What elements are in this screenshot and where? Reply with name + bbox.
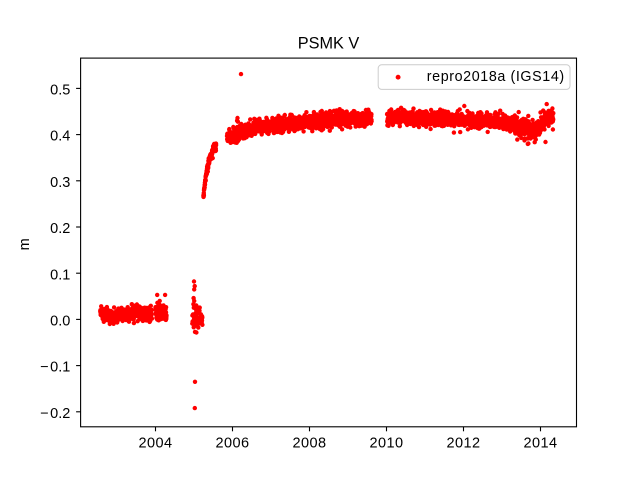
svg-text:2004: 2004 bbox=[138, 435, 172, 451]
svg-text:2012: 2012 bbox=[446, 435, 480, 451]
svg-text:2014: 2014 bbox=[523, 435, 557, 451]
svg-text:0.3: 0.3 bbox=[50, 175, 70, 191]
svg-text:m: m bbox=[17, 238, 33, 250]
svg-text:0.0: 0.0 bbox=[50, 314, 70, 330]
svg-text:2010: 2010 bbox=[369, 435, 403, 451]
svg-text:0.1: 0.1 bbox=[50, 267, 70, 283]
svg-text:−0.1: −0.1 bbox=[40, 360, 70, 376]
svg-text:2008: 2008 bbox=[292, 435, 326, 451]
svg-text:2006: 2006 bbox=[215, 435, 249, 451]
svg-text:0.4: 0.4 bbox=[50, 129, 70, 145]
svg-text:−0.2: −0.2 bbox=[40, 406, 70, 422]
svg-text:repro2018a (IGS14): repro2018a (IGS14) bbox=[427, 69, 565, 85]
svg-text:0.5: 0.5 bbox=[50, 83, 70, 99]
svg-text:PSMK V: PSMK V bbox=[298, 35, 360, 53]
svg-text:0.2: 0.2 bbox=[50, 221, 70, 237]
